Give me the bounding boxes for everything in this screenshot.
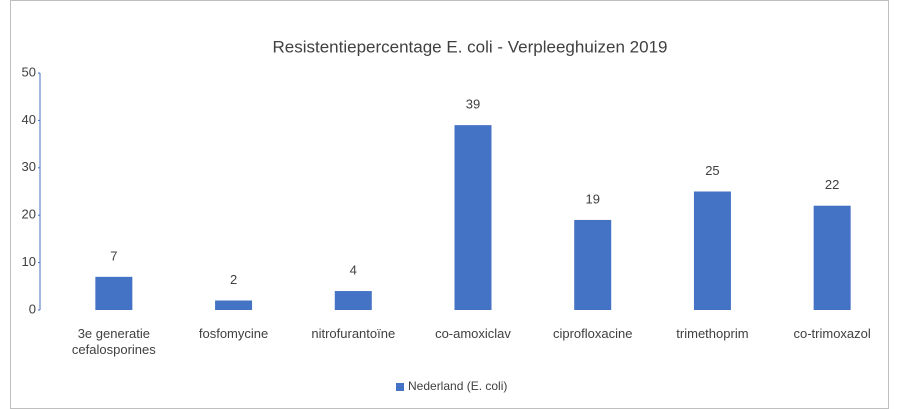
bar — [215, 300, 253, 310]
x-tick-label: ciprofloxacine — [552, 326, 633, 341]
value-label: 39 — [466, 97, 480, 112]
value-label: 2 — [230, 272, 237, 287]
y-tick-label: 30 — [22, 159, 36, 174]
y-tick-label: 20 — [22, 207, 36, 222]
legend-label: Nederland (E. coli) — [408, 379, 507, 393]
x-tick-label: trimethoprim — [676, 326, 749, 341]
value-label: 19 — [585, 191, 599, 206]
bar — [454, 125, 492, 310]
value-label: 7 — [110, 248, 117, 263]
y-tick-label: 10 — [22, 254, 36, 269]
x-tick-label: 3e generatie cefalosporines — [71, 326, 156, 357]
x-tick-label: co-amoxiclav — [435, 326, 511, 341]
bar — [95, 276, 133, 310]
x-tick-label: nitrofurantoïne — [311, 326, 396, 341]
y-tick-label: 50 — [22, 64, 36, 79]
chart-border — [10, 0, 889, 409]
chart-title: Resistentiepercentage E. coli - Verpleeg… — [272, 37, 667, 56]
y-tick-label: 0 — [29, 301, 36, 316]
bar — [693, 191, 731, 310]
value-label: 25 — [705, 163, 719, 178]
bar — [574, 219, 612, 310]
x-tick-label: fosfomycine — [198, 326, 269, 341]
value-label: 4 — [350, 262, 357, 277]
y-tick-label: 40 — [22, 112, 36, 127]
value-label: 22 — [825, 177, 839, 192]
bar — [813, 205, 851, 310]
x-tick-label: co-trimoxazol — [793, 326, 871, 341]
bar — [334, 291, 372, 310]
legend-swatch — [396, 383, 404, 391]
